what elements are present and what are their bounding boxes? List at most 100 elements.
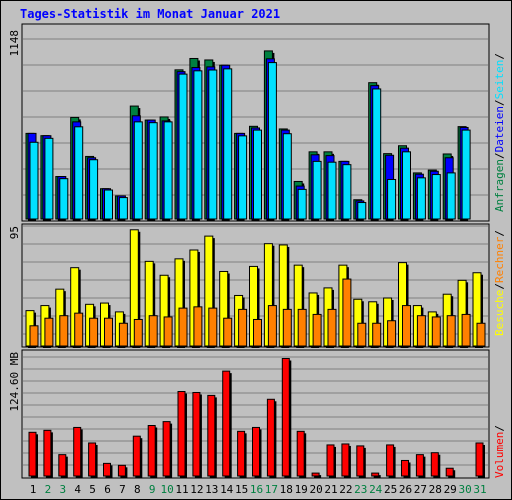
legend-bottom-item-0: Volumen bbox=[493, 432, 506, 478]
day-label-14: 14 bbox=[220, 483, 234, 496]
legend-top-item-1: / bbox=[493, 152, 506, 159]
bar-seiten-day-27 bbox=[416, 177, 426, 220]
bar-seiten-day-19 bbox=[297, 188, 307, 220]
bar-rechner-day-23 bbox=[357, 322, 367, 347]
day-label-4: 4 bbox=[74, 483, 81, 496]
bar-volumen-day-25 bbox=[386, 444, 395, 477]
bar-volumen-day-28 bbox=[430, 452, 439, 477]
day-label-31: 31 bbox=[473, 483, 486, 496]
legend-top: Anfragen/Dateien/Seiten/ bbox=[493, 53, 506, 212]
day-label-10: 10 bbox=[160, 483, 173, 496]
day-label-15: 15 bbox=[235, 483, 248, 496]
legend-bottom-item-1: / bbox=[493, 425, 506, 432]
bar-volumen-day-8 bbox=[132, 435, 141, 477]
bar-seiten-day-7 bbox=[118, 197, 128, 220]
bar-seiten-day-29 bbox=[446, 172, 456, 220]
bar-volumen-day-12 bbox=[192, 391, 201, 477]
bar-volumen-day-17 bbox=[266, 398, 275, 477]
bar-volumen-day-21 bbox=[326, 444, 335, 477]
bar-rechner-day-24 bbox=[372, 322, 382, 347]
bar-volumen-day-20 bbox=[311, 472, 320, 477]
bar-rechner-day-5 bbox=[89, 317, 99, 347]
bar-seiten-day-28 bbox=[431, 174, 441, 220]
bar-rechner-day-7 bbox=[118, 322, 128, 347]
bar-rechner-day-21 bbox=[327, 308, 337, 347]
bar-seiten-day-14 bbox=[223, 68, 233, 220]
bar-seiten-day-21 bbox=[327, 161, 337, 220]
bar-seiten-day-9 bbox=[148, 122, 158, 220]
bar-seiten-day-4 bbox=[74, 126, 84, 220]
bar-rechner-day-26 bbox=[402, 305, 411, 347]
top-axis-max-label: 1148 bbox=[8, 30, 21, 57]
day-label-18: 18 bbox=[280, 483, 293, 496]
bar-rechner-day-29 bbox=[446, 315, 456, 347]
day-label-23: 23 bbox=[354, 483, 367, 496]
legend-top-item-0: Anfragen bbox=[493, 159, 506, 212]
bar-volumen-day-7 bbox=[117, 464, 126, 477]
bar-volumen-day-19 bbox=[296, 430, 305, 477]
bar-rechner-day-11 bbox=[178, 307, 188, 347]
bar-rechner-day-13 bbox=[208, 307, 218, 347]
day-label-16: 16 bbox=[250, 483, 263, 496]
day-label-26: 26 bbox=[399, 483, 412, 496]
legend-top-item-2: Dateien bbox=[493, 106, 506, 152]
day-label-8: 8 bbox=[134, 483, 141, 496]
bar-rechner-day-16 bbox=[253, 318, 262, 347]
day-label-22: 22 bbox=[339, 483, 352, 496]
bar-rechner-day-14 bbox=[223, 317, 233, 347]
day-label-6: 6 bbox=[104, 483, 111, 496]
bar-volumen-day-26 bbox=[401, 459, 409, 477]
bar-volumen-day-1 bbox=[28, 431, 37, 477]
bar-seiten-day-26 bbox=[402, 151, 411, 220]
legend-middle-item-1: / bbox=[493, 283, 506, 290]
bar-volumen-day-9 bbox=[147, 425, 156, 477]
bar-rechner-day-25 bbox=[387, 320, 397, 347]
bar-seiten-day-22 bbox=[342, 164, 352, 220]
bar-volumen-day-24-shadow bbox=[373, 475, 381, 478]
bar-volumen-day-10 bbox=[162, 421, 171, 477]
legend-top-item-5: / bbox=[493, 53, 506, 60]
bar-seiten-day-30 bbox=[461, 129, 471, 220]
bar-volumen-day-14 bbox=[222, 370, 231, 477]
bar-rechner-day-12 bbox=[193, 306, 203, 347]
chart-title: Tages-Statistik im Monat Januar 2021 bbox=[20, 7, 280, 21]
bar-rechner-day-28 bbox=[431, 316, 441, 347]
day-label-2: 2 bbox=[45, 483, 52, 496]
bar-seiten-day-15 bbox=[238, 135, 248, 220]
bar-seiten-day-17 bbox=[267, 62, 277, 220]
bar-volumen-day-11 bbox=[177, 391, 186, 477]
bar-volumen-day-23 bbox=[356, 445, 365, 477]
bar-volumen-day-27 bbox=[415, 454, 424, 477]
bar-rechner-day-22 bbox=[342, 278, 352, 347]
legend-top-item-4: Seiten bbox=[493, 60, 506, 100]
bar-seiten-day-25 bbox=[387, 178, 397, 220]
bar-seiten-day-24 bbox=[372, 88, 382, 220]
bar-rechner-day-4 bbox=[74, 312, 84, 347]
bar-rechner-day-27 bbox=[416, 315, 426, 347]
bar-volumen-day-4 bbox=[73, 426, 82, 477]
day-label-9: 9 bbox=[149, 483, 156, 496]
bar-volumen-day-2 bbox=[43, 429, 52, 477]
day-label-27: 27 bbox=[414, 483, 427, 496]
day-label-21: 21 bbox=[324, 483, 337, 496]
day-label-11: 11 bbox=[175, 483, 188, 496]
bar-volumen-day-5 bbox=[88, 442, 97, 477]
bar-volumen-day-6 bbox=[103, 462, 111, 477]
bar-seiten-day-12 bbox=[193, 70, 203, 220]
legend-middle: Besuche/Rechner/ bbox=[493, 230, 506, 336]
bar-rechner-day-9 bbox=[148, 315, 158, 347]
legend-bottom: Volumen/ bbox=[493, 425, 506, 478]
bar-volumen-day-22 bbox=[341, 443, 350, 477]
bar-volumen-day-24 bbox=[371, 472, 380, 477]
legend-top-item-3: / bbox=[493, 99, 506, 106]
day-label-20: 20 bbox=[309, 483, 322, 496]
day-label-7: 7 bbox=[119, 483, 126, 496]
bar-seiten-day-23 bbox=[357, 202, 367, 220]
bar-rechner-day-2 bbox=[44, 317, 54, 347]
bar-seiten-day-13 bbox=[208, 69, 218, 220]
bar-rechner-day-8 bbox=[133, 318, 143, 347]
day-label-24: 24 bbox=[369, 483, 383, 496]
day-label-5: 5 bbox=[89, 483, 96, 496]
bar-volumen-day-3 bbox=[58, 454, 67, 477]
